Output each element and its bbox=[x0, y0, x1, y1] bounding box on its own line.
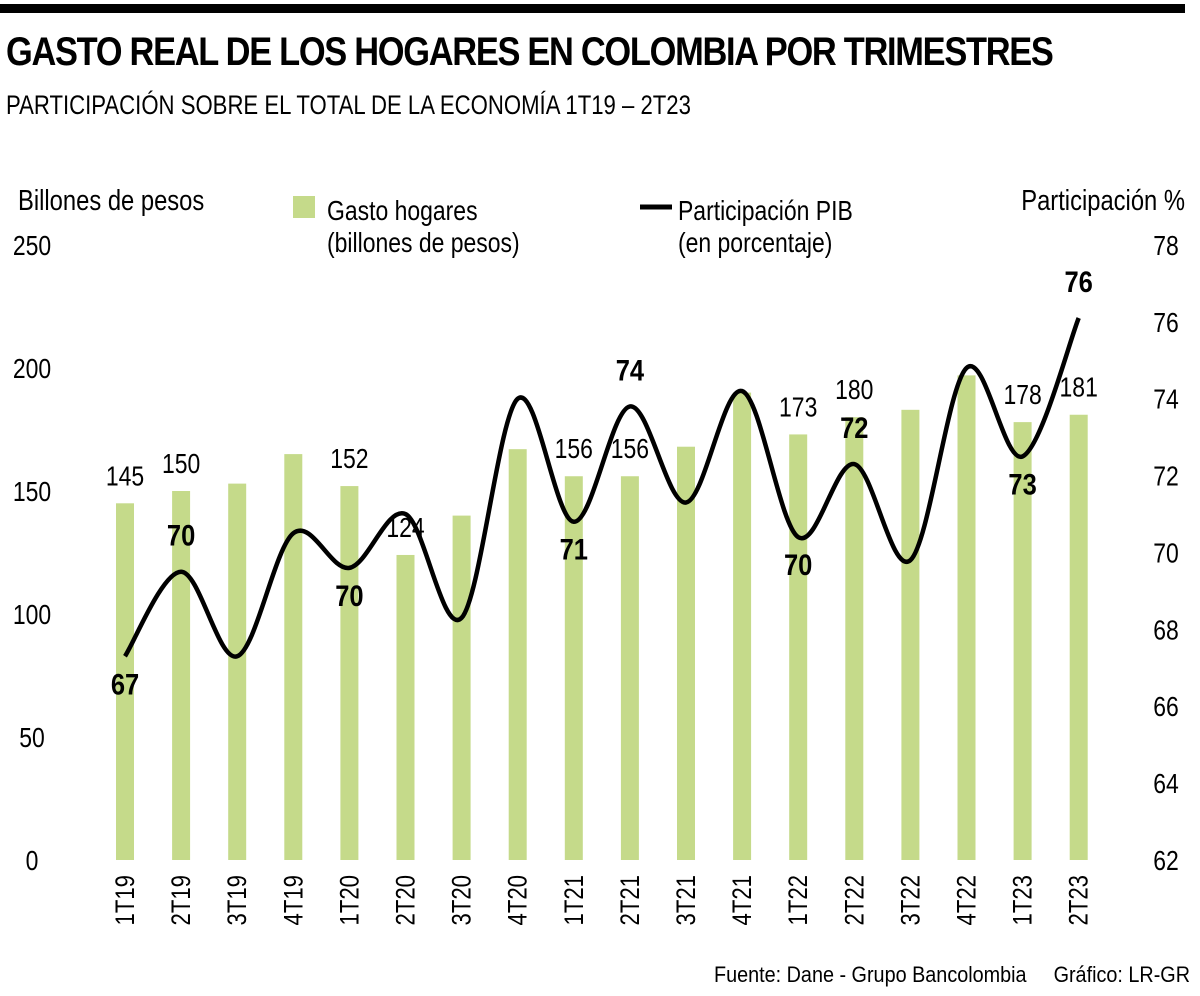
line-label: 73 bbox=[1008, 467, 1036, 500]
x-tick-label: 2T23 bbox=[1065, 875, 1095, 925]
line-label: 74 bbox=[616, 353, 645, 386]
bar-label: 156 bbox=[555, 434, 593, 465]
x-tick-label: 3T21 bbox=[672, 875, 702, 925]
y-tick-right: 66 bbox=[1153, 692, 1179, 723]
y-tick-right: 68 bbox=[1153, 615, 1179, 646]
bar-label: 145 bbox=[106, 461, 144, 492]
bar-2T21 bbox=[620, 476, 639, 860]
credit-note: Gráfico: LR-GR bbox=[1053, 962, 1190, 987]
bar-1T21 bbox=[564, 476, 583, 860]
y-tick-right: 76 bbox=[1153, 308, 1179, 339]
bar-label: 152 bbox=[330, 444, 368, 475]
bar-label: 173 bbox=[779, 392, 817, 423]
footer: Fuente: Dane - Grupo Bancolombia Gráfico:… bbox=[119, 962, 1190, 988]
y-tick-left: 150 bbox=[13, 477, 51, 508]
bar-2T19 bbox=[172, 491, 191, 860]
bar-4T22 bbox=[957, 375, 976, 860]
x-tick-label: 1T20 bbox=[335, 875, 365, 925]
bar-1T23 bbox=[1013, 422, 1032, 860]
bar-2T22 bbox=[845, 417, 864, 860]
legend-bar-label: Gasto hogares bbox=[327, 196, 478, 227]
y-tick-right: 64 bbox=[1153, 769, 1179, 800]
x-tick-label: 1T23 bbox=[1009, 875, 1039, 925]
bar-label: 150 bbox=[162, 449, 200, 480]
bar-3T22 bbox=[901, 409, 920, 860]
x-tick-label: 4T21 bbox=[728, 875, 758, 925]
x-tick-label: 2T19 bbox=[167, 875, 197, 925]
bar-2T23 bbox=[1069, 414, 1088, 860]
y-axis-left-label: Billones de pesos bbox=[18, 184, 204, 217]
bar-label: 178 bbox=[1003, 380, 1041, 411]
bar-1T19 bbox=[116, 503, 134, 860]
y-tick-right: 74 bbox=[1153, 385, 1179, 416]
x-tick-label: 2T21 bbox=[616, 875, 646, 925]
y-tick-left: 0 bbox=[26, 846, 39, 877]
line-label: 72 bbox=[840, 411, 868, 444]
participacion-line bbox=[123, 317, 1081, 659]
source-note: Fuente: Dane - Grupo Bancolombia bbox=[713, 962, 1027, 987]
bar-1T22 bbox=[789, 434, 808, 860]
line-label: 71 bbox=[560, 533, 588, 566]
line-label: 70 bbox=[335, 579, 363, 612]
bar-3T21 bbox=[677, 446, 695, 860]
x-tick-label: 4T19 bbox=[279, 875, 309, 925]
x-tick-label: 2T22 bbox=[840, 875, 870, 925]
y-tick-right: 78 bbox=[1153, 231, 1179, 262]
legend-bar-swatch bbox=[293, 196, 315, 218]
legend-line-label: Participación PIB bbox=[678, 196, 853, 227]
legend-line-label: (en porcentaje) bbox=[678, 228, 832, 259]
y-tick-left: 50 bbox=[19, 723, 45, 754]
top-rule bbox=[0, 4, 1185, 13]
x-tick-label: 1T21 bbox=[560, 875, 590, 925]
legend-bar-label: (billones de pesos) bbox=[327, 228, 520, 259]
y-tick-left: 100 bbox=[13, 600, 51, 631]
bar-4T20 bbox=[508, 449, 527, 860]
x-tick-label: 1T19 bbox=[111, 875, 141, 925]
line-label: 70 bbox=[784, 548, 812, 581]
x-tick-label: 3T22 bbox=[896, 875, 926, 925]
x-tick-label: 2T20 bbox=[392, 875, 422, 925]
bar-3T20 bbox=[452, 515, 471, 860]
x-tick-label: 4T22 bbox=[953, 875, 983, 925]
chart-title: GASTO REAL DE LOS HOGARES EN COLOMBIA PO… bbox=[6, 30, 1054, 74]
chart-subtitle: PARTICIPACIÓN SOBRE EL TOTAL DE LA ECONO… bbox=[6, 90, 691, 120]
line-label: 76 bbox=[1065, 265, 1093, 298]
x-tick-label: 3T20 bbox=[448, 875, 478, 925]
y-axis-right-label: Participación % bbox=[1021, 184, 1185, 217]
x-tick-label: 3T19 bbox=[223, 875, 253, 925]
bar-2T20 bbox=[396, 554, 415, 860]
bar-1T20 bbox=[340, 486, 359, 860]
y-tick-right: 70 bbox=[1153, 538, 1179, 569]
y-tick-right: 62 bbox=[1153, 846, 1179, 877]
bar-label: 181 bbox=[1060, 373, 1098, 404]
y-tick-left: 250 bbox=[13, 231, 51, 262]
y-tick-left: 200 bbox=[13, 354, 51, 385]
bar-4T21 bbox=[733, 392, 752, 860]
y-tick-right: 72 bbox=[1153, 462, 1179, 493]
x-tick-label: 4T20 bbox=[504, 875, 534, 925]
bar-3T19 bbox=[228, 483, 247, 860]
bar-label: 156 bbox=[611, 434, 649, 465]
bar-label: 180 bbox=[835, 375, 873, 406]
line-label: 70 bbox=[167, 519, 195, 552]
bar-4T19 bbox=[284, 454, 303, 860]
x-tick-label: 1T22 bbox=[784, 875, 814, 925]
line-label: 67 bbox=[111, 667, 139, 700]
